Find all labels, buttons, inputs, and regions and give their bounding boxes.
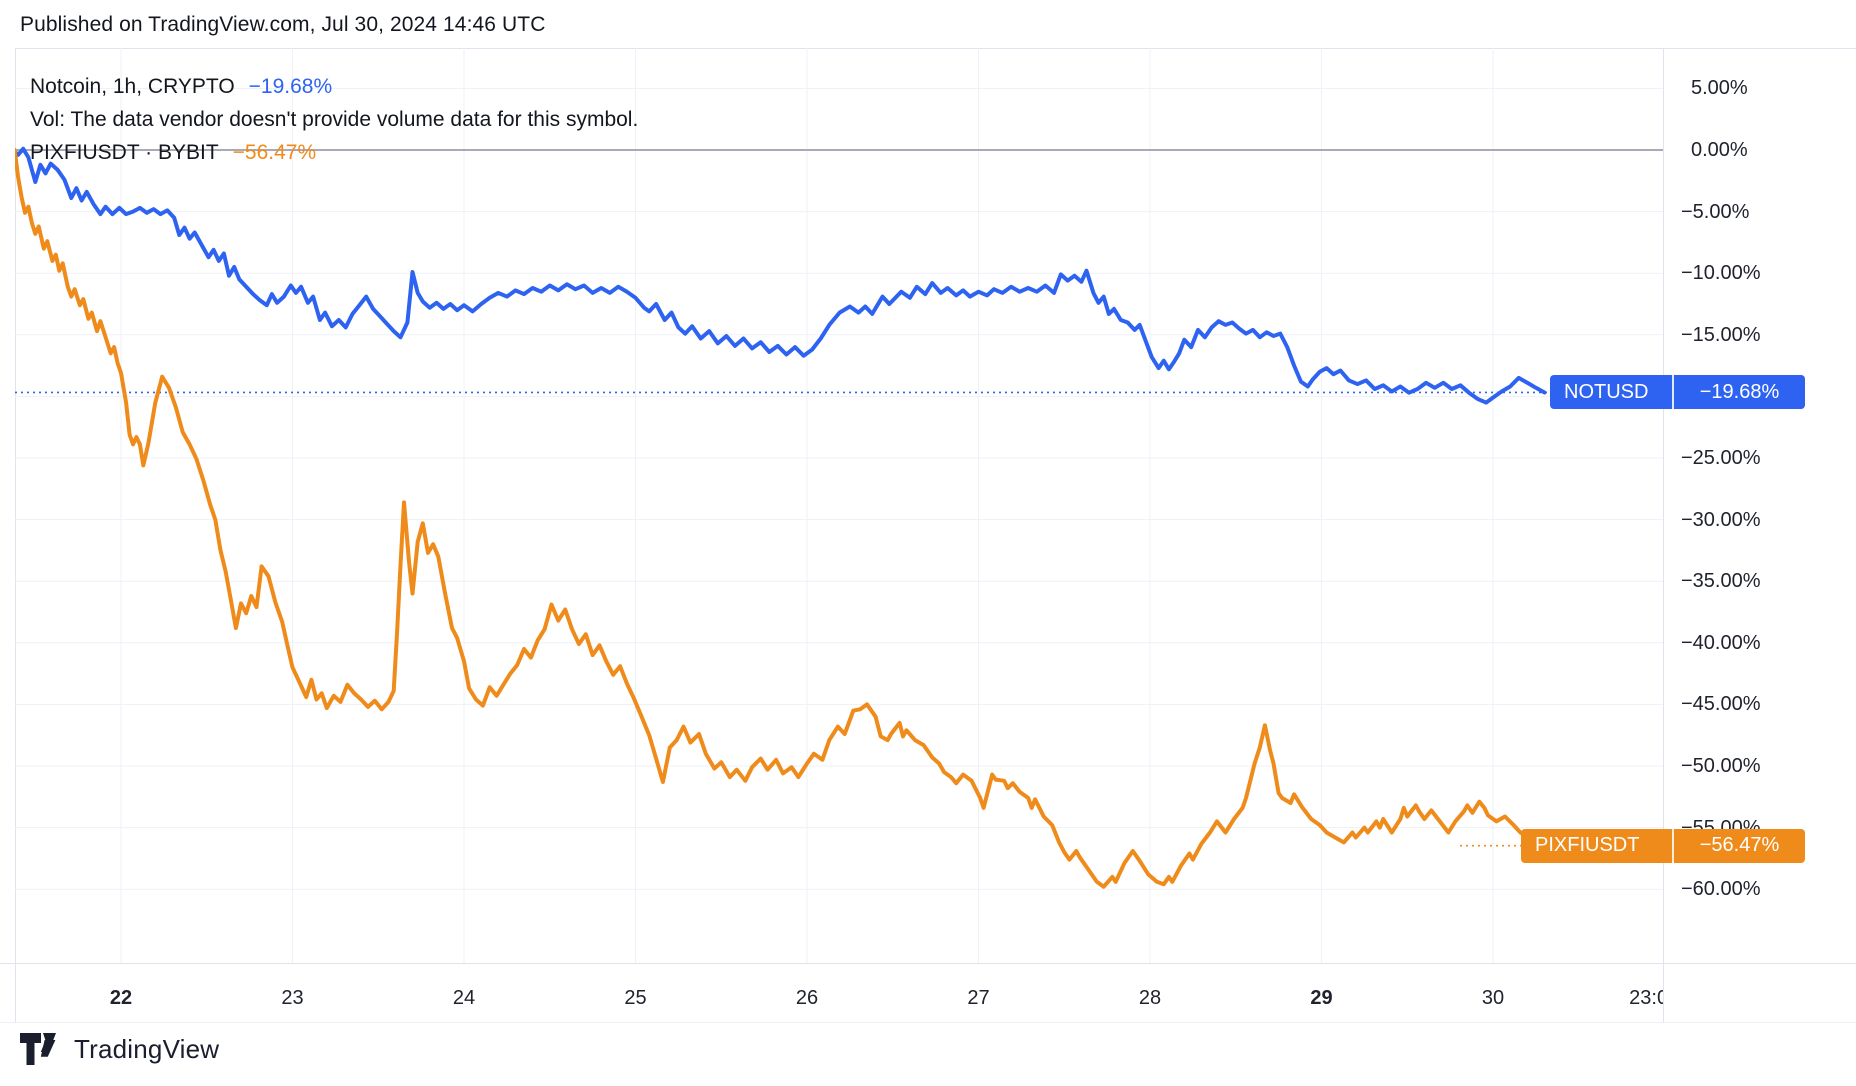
time-scale[interactable]: 22 23 24 25 26 27 28 29 30 23:00 — [0, 963, 1663, 1022]
series-line-pixfiusdt — [15, 148, 1543, 889]
series-line-notusd — [15, 146, 1547, 405]
time-scale-label: 23 — [281, 987, 304, 1009]
price-scale-label: −5.00% — [1681, 200, 1750, 223]
price-scale-label: −45.00% — [1681, 693, 1761, 716]
time-scale-label: 28 — [1138, 987, 1162, 1009]
series-lines — [15, 146, 1547, 889]
time-scale-label: 25 — [624, 987, 647, 1009]
legend: Notcoin, 1h, CRYPTO −19.68% Vol: The data… — [30, 70, 638, 169]
price-scale-label: −50.00% — [1681, 755, 1761, 777]
price-scale-label: 0.00% — [1691, 139, 1748, 161]
time-scale-label: 23:00 — [1629, 987, 1663, 1009]
notusd-price-badge: NOTUSD −19.68% — [1550, 375, 1805, 410]
price-scale-label: −60.00% — [1681, 878, 1761, 901]
time-scale-label: 27 — [967, 987, 990, 1009]
tradingview-logo-text: TradingView — [74, 1033, 220, 1064]
time-scale-label: 29 — [1310, 987, 1333, 1009]
pixfiusdt-badge-value: −56.47% — [1699, 834, 1780, 857]
legend-compare-symbol-label: PIXFIUSDT · BYBIT — [30, 141, 219, 164]
badge-divider — [1672, 828, 1674, 863]
grid-lines — [15, 48, 1663, 963]
pixfiusdt-price-badge: PIXFIUSDT −56.47% — [1521, 828, 1805, 863]
page-title: Published on TradingView.com, Jul 30, 20… — [20, 13, 546, 36]
price-scale-label: −30.00% — [1681, 508, 1761, 531]
time-scale-label: 22 — [109, 987, 133, 1009]
tradingview-logo[interactable]: TradingView — [20, 1033, 219, 1065]
time-scale-divider — [0, 963, 1856, 964]
price-scale-label: −15.00% — [1681, 323, 1761, 346]
price-scale-label: −25.00% — [1681, 447, 1761, 469]
time-scale-label: 24 — [452, 987, 476, 1009]
legend-main-symbol-label: Notcoin, 1h, CRYPTO — [30, 75, 235, 98]
legend-compare-symbol-change: −56.47% — [232, 141, 317, 164]
notusd-badge-symbol: NOTUSD — [1564, 380, 1649, 403]
legend-main-symbol[interactable]: Notcoin, 1h, CRYPTO −19.68% — [30, 70, 638, 103]
price-scale-label: −10.00% — [1681, 262, 1761, 285]
price-scale-label: −35.00% — [1681, 570, 1761, 593]
tradingview-logo-icon — [20, 1033, 62, 1065]
bottom-hairline — [0, 1022, 1856, 1023]
price-scale-divider — [1663, 48, 1664, 1022]
chart-frame — [15, 48, 1856, 1023]
legend-compare-symbol[interactable]: PIXFIUSDT · BYBIT −56.47% — [30, 136, 638, 169]
badge-divider — [1672, 375, 1674, 410]
price-scale-label: 5.00% — [1691, 77, 1748, 100]
legend-main-symbol-change: −19.68% — [248, 75, 333, 98]
price-scale-label: −40.00% — [1681, 631, 1761, 654]
time-scale-label: 26 — [795, 987, 819, 1009]
legend-volume-note: Vol: The data vendor doesn't provide vol… — [30, 103, 638, 136]
pixfiusdt-badge-symbol: PIXFIUSDT — [1535, 834, 1640, 857]
notusd-badge-value: −19.68% — [1699, 380, 1780, 403]
time-scale-label: 30 — [1481, 987, 1505, 1009]
legend-volume-note-text: Vol: The data vendor doesn't provide vol… — [30, 108, 639, 131]
